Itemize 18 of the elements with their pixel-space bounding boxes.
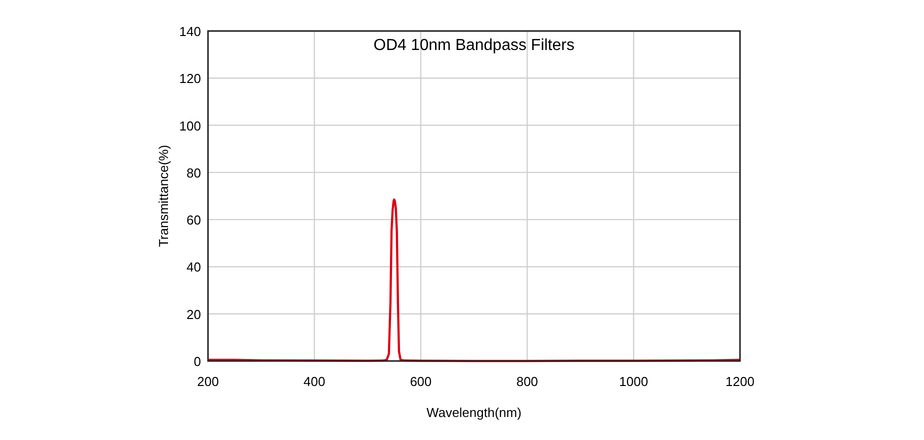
y-tick-label: 80 [186, 165, 201, 180]
y-tick-label: 40 [186, 260, 201, 275]
x-tick-label: 800 [516, 374, 538, 389]
x-tick-label: 200 [197, 374, 219, 389]
chart-title: OD4 10nm Bandpass Filters [374, 37, 574, 54]
y-tick-label: 120 [179, 71, 201, 86]
x-tick-label: 400 [304, 374, 326, 389]
x-tick-label: 1000 [619, 374, 648, 389]
x-axis-title: Wavelength(nm) [426, 405, 522, 420]
y-tick-label: 100 [179, 118, 201, 134]
y-tick-label: 0 [194, 354, 201, 369]
line-series [206, 198, 742, 362]
x-tick-label: 1200 [726, 374, 754, 389]
y-tick-label: 20 [186, 306, 201, 322]
x-tick-label: 600 [410, 374, 432, 389]
y-tick-label: 140 [179, 24, 201, 39]
y-axis-title: Transmittance(%) [156, 144, 171, 248]
y-tick-label: 60 [186, 212, 201, 228]
